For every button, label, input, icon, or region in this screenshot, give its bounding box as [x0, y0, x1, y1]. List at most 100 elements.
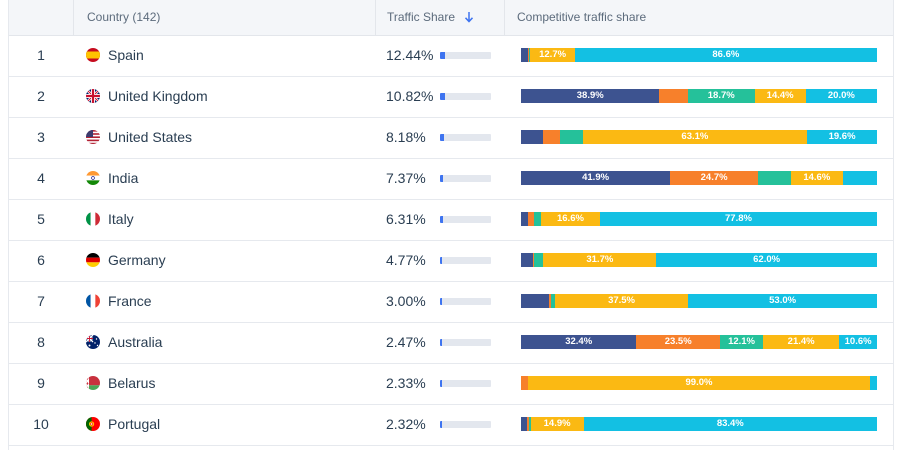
country-column-header[interactable]: Country (142) — [87, 10, 161, 24]
share-segment[interactable]: 23.5% — [636, 335, 720, 349]
competitive-share-bar[interactable]: 37.5% 53.0% — [521, 294, 877, 308]
table-header: Country (142) Traffic Share Competitive … — [9, 0, 893, 36]
fr-flag-icon — [86, 294, 100, 308]
share-segment[interactable]: 99.0% — [528, 376, 870, 390]
country-name[interactable]: Germany — [108, 252, 166, 268]
traffic-share-bar-fill — [440, 93, 445, 100]
competitive-share-column-header[interactable]: Competitive traffic share — [517, 10, 647, 24]
table-row[interactable]: 10 Portugal 2.32% 14.9% 83.4% — [9, 404, 893, 446]
share-segment[interactable] — [533, 253, 534, 267]
share-segment[interactable]: 31.7% — [543, 253, 657, 267]
share-segment[interactable]: 12.1% — [720, 335, 764, 349]
share-segment[interactable] — [529, 48, 531, 62]
share-segment[interactable]: 83.4% — [583, 417, 877, 431]
country-name[interactable]: United States — [108, 129, 193, 145]
share-segment[interactable] — [528, 48, 530, 62]
share-segment[interactable] — [533, 212, 541, 226]
traffic-share-value: 4.77% — [386, 252, 426, 268]
share-segment[interactable] — [549, 294, 552, 308]
traffic-share-bar — [440, 175, 491, 182]
table-row[interactable]: 9 Belarus 2.33% 99.0% — [9, 363, 893, 405]
competitive-share-bar[interactable]: 99.0% — [521, 376, 877, 390]
share-segment[interactable] — [543, 130, 561, 144]
country-name[interactable]: Australia — [108, 334, 163, 350]
country-name[interactable]: France — [108, 293, 152, 309]
share-segment[interactable]: 53.0% — [688, 294, 877, 308]
traffic-share-column-header[interactable]: Traffic Share — [387, 0, 474, 35]
row-rank: 10 — [33, 416, 49, 432]
share-segment[interactable]: 62.0% — [656, 253, 877, 267]
country-name[interactable]: Belarus — [108, 375, 156, 391]
share-segment[interactable]: 38.9% — [521, 89, 660, 103]
traffic-share-value: 7.37% — [386, 170, 426, 186]
share-segment[interactable]: 24.7% — [670, 171, 759, 185]
table-row[interactable]: 5 Italy 6.31% 16.6% 77.8% — [9, 199, 893, 241]
table-row[interactable]: 6 Germany 4.77% 31.7% 62.0% — [9, 240, 893, 282]
share-segment[interactable] — [527, 417, 529, 431]
share-segment[interactable]: 41.9% — [521, 171, 671, 185]
share-segment[interactable] — [521, 48, 529, 62]
sort-descending-icon[interactable] — [464, 11, 474, 23]
competitive-share-bar[interactable]: 16.6% 77.8% — [521, 212, 877, 226]
traffic-share-bar-fill — [440, 298, 442, 305]
traffic-share-value: 10.82% — [386, 88, 434, 104]
share-segment[interactable]: 63.1% — [582, 130, 808, 144]
row-rank: 9 — [37, 375, 45, 391]
share-segment[interactable]: 20.0% — [805, 89, 877, 103]
country-name[interactable]: Portugal — [108, 416, 161, 432]
country-name[interactable]: United Kingdom — [108, 88, 208, 104]
share-segment[interactable] — [527, 212, 534, 226]
share-segment[interactable]: 86.6% — [574, 48, 877, 62]
table-row[interactable]: 8 Australia 2.47% 32.4% 23.5% 12.1% 21.4% 10.6% — [9, 322, 893, 364]
share-segment[interactable]: 10.6% — [839, 335, 877, 349]
share-segment[interactable]: 32.4% — [521, 335, 637, 349]
share-segment[interactable] — [560, 130, 583, 144]
traffic-share-bar — [440, 380, 491, 387]
share-segment[interactable] — [521, 130, 544, 144]
share-segment[interactable] — [521, 376, 529, 390]
de-flag-icon — [86, 253, 100, 267]
competitive-share-bar[interactable]: 31.7% 62.0% — [521, 253, 877, 267]
share-segment[interactable] — [521, 294, 550, 308]
country-name[interactable]: India — [108, 170, 139, 186]
competitive-share-bar[interactable]: 41.9% 24.7% 14.6% — [521, 171, 877, 185]
row-rank: 6 — [37, 252, 45, 268]
share-segment[interactable]: 19.6% — [807, 130, 877, 144]
share-segment[interactable] — [521, 212, 528, 226]
share-segment[interactable] — [659, 89, 688, 103]
competitive-share-bar[interactable]: 63.1% 19.6% — [521, 130, 877, 144]
table-row[interactable]: 2 United Kingdom 10.82% 38.9% 18.7% 14.4% 20.0… — [9, 76, 893, 118]
competitive-share-bar[interactable]: 14.9% 83.4% — [521, 417, 877, 431]
country-name[interactable]: Italy — [108, 211, 134, 227]
competitive-share-bar[interactable]: 12.7% 86.6% — [521, 48, 877, 62]
share-segment[interactable]: 37.5% — [554, 294, 689, 308]
traffic-share-bar-fill — [440, 380, 442, 387]
share-segment[interactable] — [869, 376, 877, 390]
share-segment[interactable]: 18.7% — [687, 89, 755, 103]
share-segment[interactable]: 77.8% — [600, 212, 877, 226]
share-segment[interactable] — [758, 171, 791, 185]
traffic-share-bar-fill — [440, 257, 443, 264]
share-segment[interactable]: 14.6% — [790, 171, 843, 185]
table-row[interactable]: 3 United States 8.18% 63.1% 19.6% — [9, 117, 893, 159]
share-segment[interactable] — [551, 294, 555, 308]
share-segment[interactable] — [528, 417, 531, 431]
share-segment[interactable]: 21.4% — [763, 335, 840, 349]
share-segment[interactable] — [842, 171, 877, 185]
share-segment[interactable]: 16.6% — [540, 212, 600, 226]
table-row[interactable]: 1 Spain 12.44% 12.7% 86.6% — [9, 35, 893, 77]
share-segment[interactable] — [521, 253, 534, 267]
country-name[interactable]: Spain — [108, 47, 144, 63]
share-segment[interactable] — [521, 417, 528, 431]
traffic-share-bar-fill — [440, 52, 446, 59]
share-segment[interactable]: 14.4% — [754, 89, 806, 103]
by-flag-icon — [86, 376, 100, 390]
row-rank: 3 — [37, 129, 45, 145]
table-row[interactable]: 7 France 3.00% 37.5% 53.0% — [9, 281, 893, 323]
share-segment[interactable]: 12.7% — [530, 48, 575, 62]
table-row[interactable]: 4 India 7.37% 41.9% 24.7% 14.6% — [9, 158, 893, 200]
share-segment[interactable]: 14.9% — [530, 417, 584, 431]
competitive-share-bar[interactable]: 32.4% 23.5% 12.1% 21.4% 10.6% — [521, 335, 877, 349]
share-segment[interactable] — [533, 253, 544, 267]
competitive-share-bar[interactable]: 38.9% 18.7% 14.4% 20.0% — [521, 89, 877, 103]
